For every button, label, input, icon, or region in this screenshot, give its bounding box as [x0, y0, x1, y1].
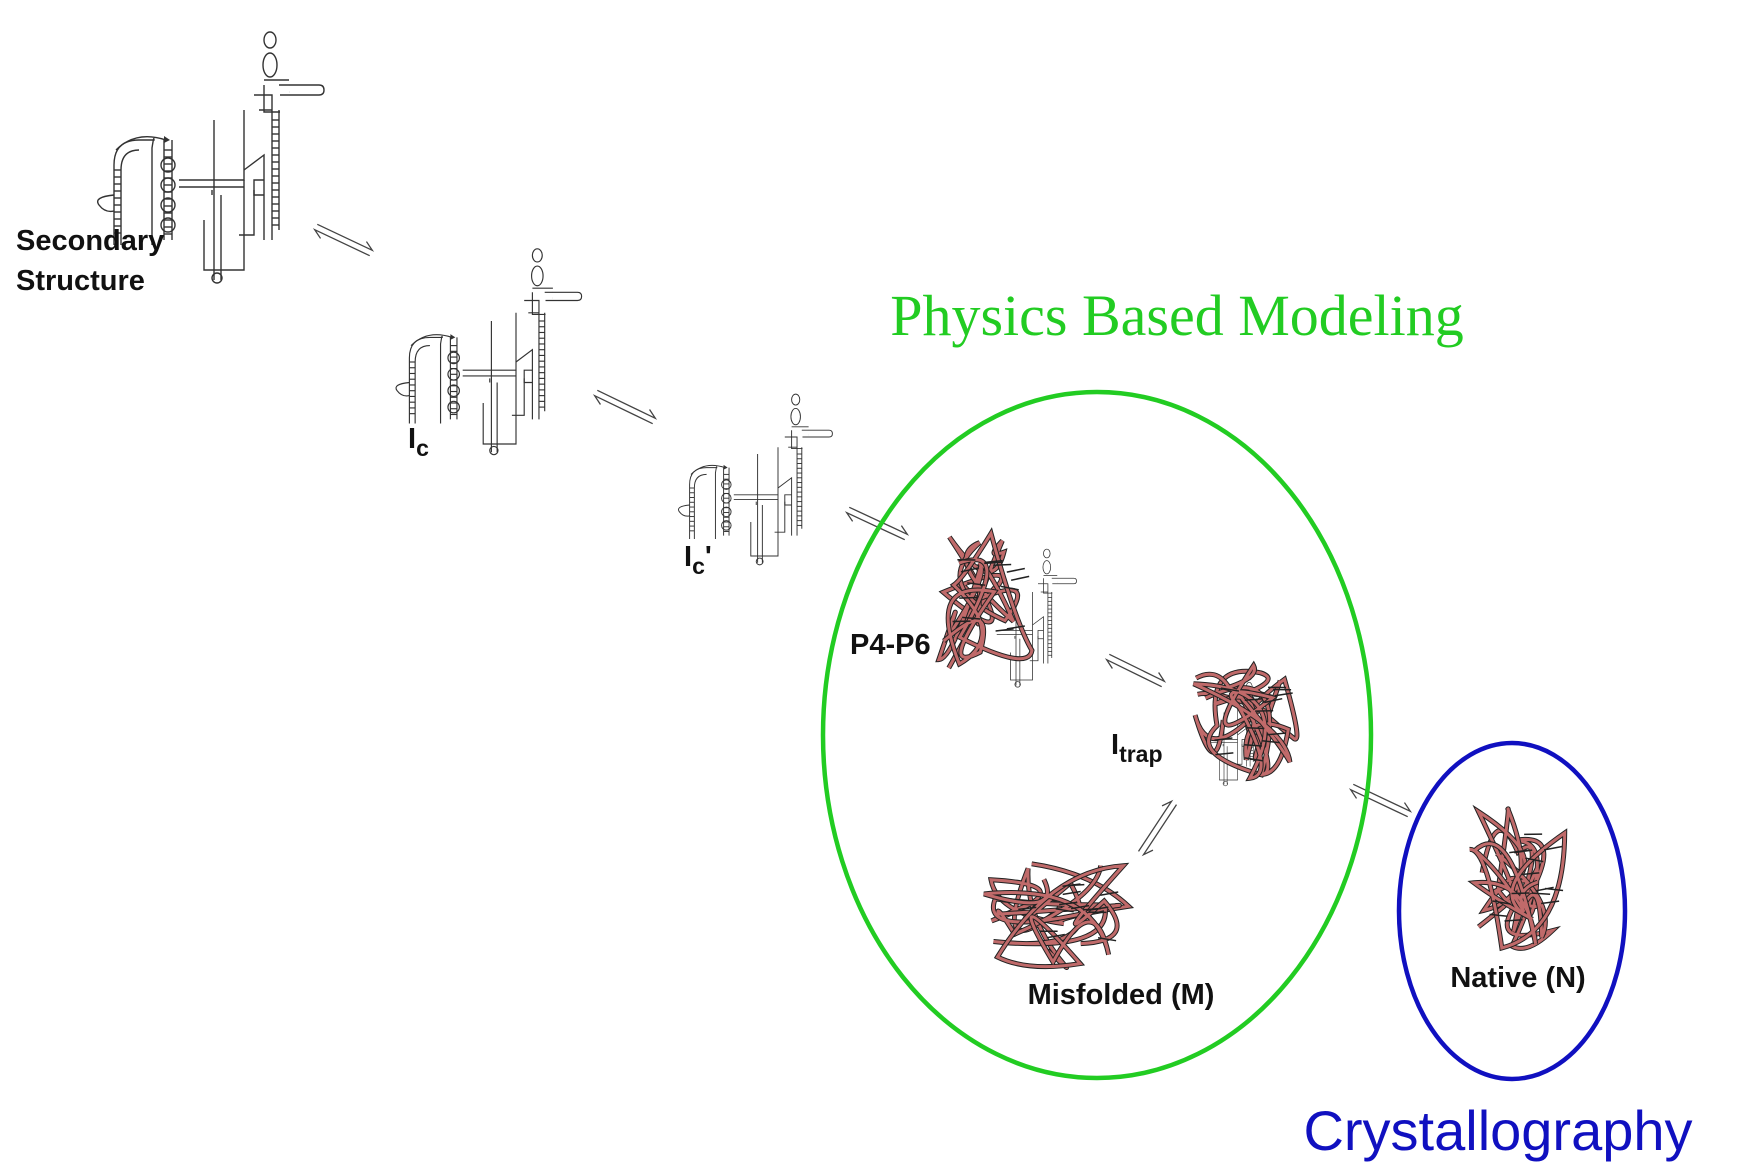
strand	[411, 335, 452, 346]
equilibrium-arrow	[315, 224, 373, 255]
loop	[1044, 549, 1051, 558]
arrow-forward	[317, 224, 372, 250]
strand	[463, 313, 516, 452]
loop	[532, 249, 542, 262]
strand	[179, 110, 244, 280]
label-subscript: c	[416, 435, 429, 461]
loop	[532, 266, 543, 286]
bulge	[722, 480, 732, 490]
strand	[450, 337, 457, 419]
base-pair	[959, 597, 977, 598]
strand	[678, 505, 689, 516]
node-label: Itrap	[1111, 729, 1163, 767]
strand	[724, 468, 729, 536]
loop	[791, 408, 801, 424]
diagram: Secondary Structure Ic Ic' P4-P6 Itrap M…	[0, 0, 1737, 1165]
secondary-structure	[678, 394, 832, 565]
bulge	[448, 385, 459, 396]
bulge	[161, 158, 175, 172]
strand	[802, 430, 833, 437]
base-pair	[1007, 568, 1025, 572]
label-suffix: '	[705, 541, 712, 573]
arrow-back	[1138, 801, 1171, 851]
node-label: P4-P6	[850, 629, 931, 661]
equilibrium-arrow	[595, 390, 656, 423]
arrow-back	[1107, 660, 1162, 687]
strand	[524, 288, 553, 419]
loop	[264, 32, 276, 48]
strand	[116, 137, 166, 150]
arrowhead	[450, 334, 455, 340]
tertiary-structure	[1194, 666, 1297, 779]
label-main: I	[1111, 729, 1119, 761]
bulge	[161, 198, 175, 212]
region-label: Physics Based Modeling	[890, 283, 1464, 348]
label-subscript: c	[692, 553, 705, 579]
base-pair	[1246, 728, 1264, 729]
equilibrium-arrow	[1138, 801, 1176, 854]
strand	[1038, 576, 1057, 664]
bulge	[722, 507, 732, 517]
strand	[785, 427, 809, 536]
strand	[409, 336, 442, 423]
arrow-forward	[1353, 784, 1410, 811]
label-subscript: trap	[1119, 741, 1162, 767]
tertiary-structure	[939, 533, 1032, 668]
arrow-back	[1351, 790, 1408, 817]
strand	[691, 465, 725, 474]
arrow-back	[595, 396, 653, 424]
label-main: I	[684, 541, 692, 573]
strand	[396, 383, 409, 396]
secondary-structure	[396, 249, 582, 455]
arrowhead	[164, 136, 170, 143]
strand	[545, 292, 582, 300]
arrow-forward	[1144, 805, 1177, 855]
label-main: I	[408, 423, 416, 455]
loop	[263, 53, 277, 77]
equilibrium-arrow	[1351, 784, 1411, 816]
strand	[1052, 578, 1077, 584]
strand	[415, 346, 430, 424]
equilibrium-arrow	[1107, 654, 1165, 686]
base-pair	[1545, 889, 1563, 891]
strand	[694, 474, 706, 539]
bulge	[448, 352, 459, 363]
strand	[279, 85, 324, 95]
strand	[98, 195, 114, 211]
arrow-forward	[1109, 654, 1164, 681]
node-label: Ic	[408, 423, 429, 461]
base-pair	[993, 564, 1011, 565]
arrow-forward	[597, 390, 655, 418]
strand	[254, 80, 289, 240]
tertiary-structure	[984, 864, 1129, 968]
node-label: Native (N)	[1450, 962, 1585, 994]
arrowhead	[724, 465, 728, 470]
tertiary-structure	[1470, 809, 1565, 949]
loop	[1043, 561, 1051, 574]
node-label: Structure	[16, 265, 145, 297]
node-label: Secondary	[16, 225, 164, 257]
region-label: Crystallography	[1303, 1099, 1692, 1162]
base-pair	[1011, 576, 1029, 580]
loop	[792, 394, 800, 405]
strand	[734, 447, 778, 563]
strand	[164, 140, 172, 240]
strand	[690, 467, 717, 539]
node-label: Misfolded (M)	[1028, 979, 1215, 1011]
arrow-back	[315, 230, 370, 256]
node-label: Ic'	[684, 541, 712, 579]
